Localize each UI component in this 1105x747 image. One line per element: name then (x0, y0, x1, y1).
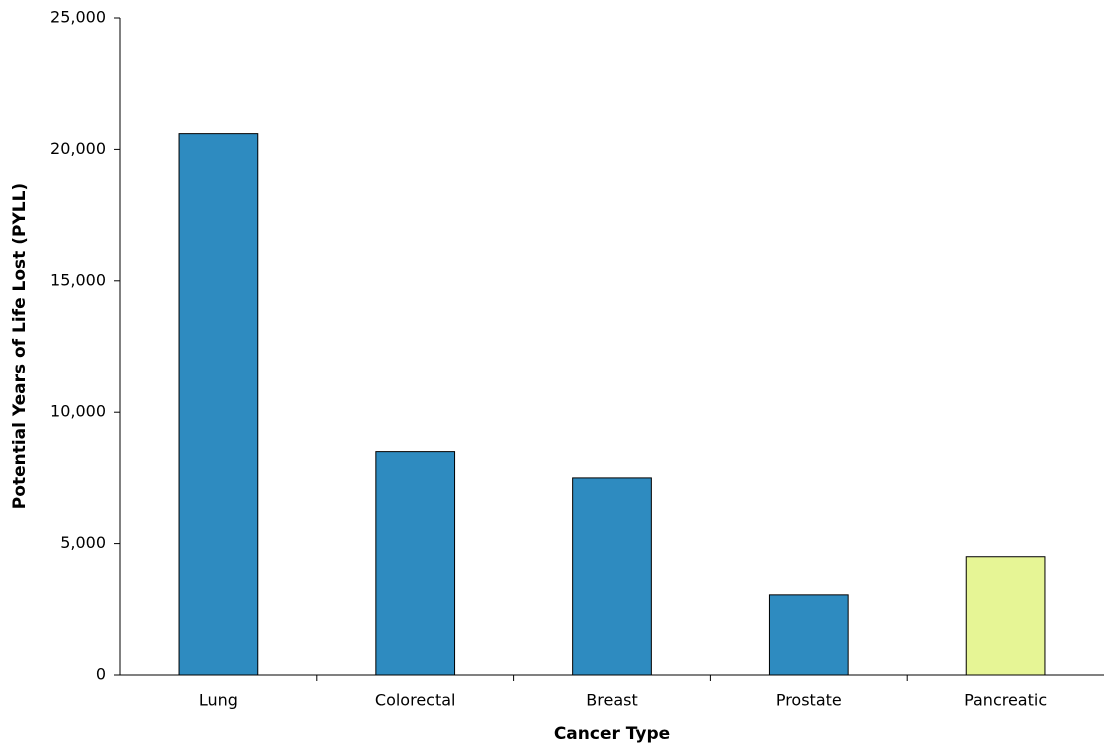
x-tick-label: Breast (586, 691, 637, 710)
bar (768, 594, 849, 676)
y-tick-label: 20,000 (50, 139, 106, 158)
bar (572, 477, 652, 676)
x-tick-label: Prostate (776, 691, 842, 710)
y-tick-label: 5,000 (60, 533, 106, 552)
y-tick-label: 15,000 (50, 270, 106, 289)
x-tick-label: Lung (199, 691, 238, 710)
y-tick-label: 0 (96, 665, 106, 684)
x-axis-title: Cancer Type (554, 724, 670, 744)
bar (375, 451, 456, 676)
x-tick-label: Colorectal (375, 691, 456, 710)
bar (178, 133, 259, 676)
x-tick-label: Pancreatic (964, 691, 1047, 710)
y-axis-title: Potential Years of Life Lost (PYLL) (10, 183, 30, 509)
y-tick-label: 10,000 (50, 402, 106, 421)
bar (965, 556, 1046, 676)
y-tick-label: 25,000 (50, 8, 106, 27)
